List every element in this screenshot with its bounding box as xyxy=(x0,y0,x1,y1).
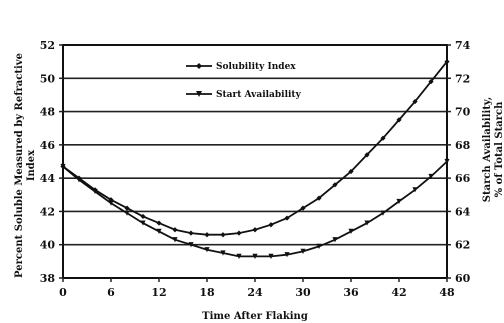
x-tick-label: 36 xyxy=(343,286,359,299)
y-tick-label: 42 xyxy=(40,205,55,218)
y2-tick-label: 62 xyxy=(455,239,470,252)
x-tick-label: 42 xyxy=(391,286,406,299)
data-point xyxy=(412,98,418,105)
x-tick-label: 24 xyxy=(247,286,263,299)
data-point xyxy=(140,220,146,226)
data-point xyxy=(124,205,130,211)
data-point xyxy=(156,220,162,226)
data-point xyxy=(76,177,82,183)
data-point xyxy=(396,198,402,205)
x-tick-label: 6 xyxy=(107,286,115,299)
y-tick-label: 50 xyxy=(40,72,56,85)
data-point xyxy=(412,187,418,193)
y-tick-label: 40 xyxy=(40,239,56,252)
data-point xyxy=(268,222,274,228)
data-point xyxy=(396,117,402,123)
legend-label: Solubility Index xyxy=(216,62,296,72)
data-point xyxy=(364,152,370,158)
y-axis-title-line: Percent Soluble Measured by Refractive xyxy=(14,53,25,278)
data-point xyxy=(348,228,354,234)
y2-tick-label: 64 xyxy=(455,205,471,218)
data-point xyxy=(364,220,370,226)
x-tick-label: 18 xyxy=(199,286,215,299)
y2-tick-label: 66 xyxy=(455,172,471,185)
data-point xyxy=(380,210,386,216)
data-point xyxy=(428,79,434,85)
data-point xyxy=(444,59,450,65)
data-point xyxy=(220,250,226,256)
data-point xyxy=(172,227,178,233)
data-point xyxy=(332,182,338,188)
data-point xyxy=(444,158,450,165)
data-point xyxy=(236,230,242,236)
data-point xyxy=(108,197,114,203)
data-point xyxy=(108,200,114,206)
y2-tick-label: 70 xyxy=(455,106,471,119)
x-axis-title: Time After Flaking xyxy=(202,311,308,322)
data-point xyxy=(300,205,306,211)
data-point xyxy=(300,248,306,254)
x-tick-label: 30 xyxy=(295,286,311,299)
data-point xyxy=(332,237,338,243)
data-point xyxy=(188,230,194,236)
y2-tick-label: 72 xyxy=(455,72,470,85)
data-point xyxy=(204,247,210,253)
y2-tick-label: 68 xyxy=(455,139,471,152)
data-point xyxy=(252,227,258,233)
data-point xyxy=(92,188,98,195)
data-point xyxy=(60,163,66,170)
x-tick-label: 0 xyxy=(59,286,67,299)
y2-tick-label: 60 xyxy=(455,272,471,285)
data-point xyxy=(316,243,322,249)
y-tick-label: 48 xyxy=(40,106,56,119)
y-tick-label: 52 xyxy=(40,39,55,52)
x-tick-label: 12 xyxy=(151,286,166,299)
data-point xyxy=(316,195,322,201)
data-point xyxy=(140,213,146,220)
y2-tick-label: 74 xyxy=(455,39,471,52)
legend-marker xyxy=(196,91,202,97)
data-point xyxy=(236,253,242,259)
data-point xyxy=(284,215,290,221)
y-tick-label: 46 xyxy=(40,139,56,152)
data-point xyxy=(348,168,354,175)
data-point xyxy=(428,173,434,180)
y-axis-title-line: Index xyxy=(26,149,37,181)
data-point xyxy=(220,232,226,238)
data-point xyxy=(380,135,386,141)
data-point xyxy=(252,253,258,259)
data-point xyxy=(124,210,130,216)
data-point xyxy=(284,252,290,258)
legend-marker xyxy=(196,63,202,69)
legend-label: Start Availability xyxy=(216,90,302,100)
data-point xyxy=(204,232,210,238)
x-tick-label: 48 xyxy=(439,286,455,299)
data-point xyxy=(188,242,194,248)
data-point xyxy=(172,237,178,243)
y2-axis-title-line: Starch Availability, xyxy=(482,97,493,203)
data-point xyxy=(156,228,162,234)
y-tick-label: 44 xyxy=(40,172,56,185)
data-point xyxy=(268,253,274,259)
y-tick-label: 38 xyxy=(40,272,56,285)
y2-axis-title-line: % of Total Starch xyxy=(494,101,504,197)
